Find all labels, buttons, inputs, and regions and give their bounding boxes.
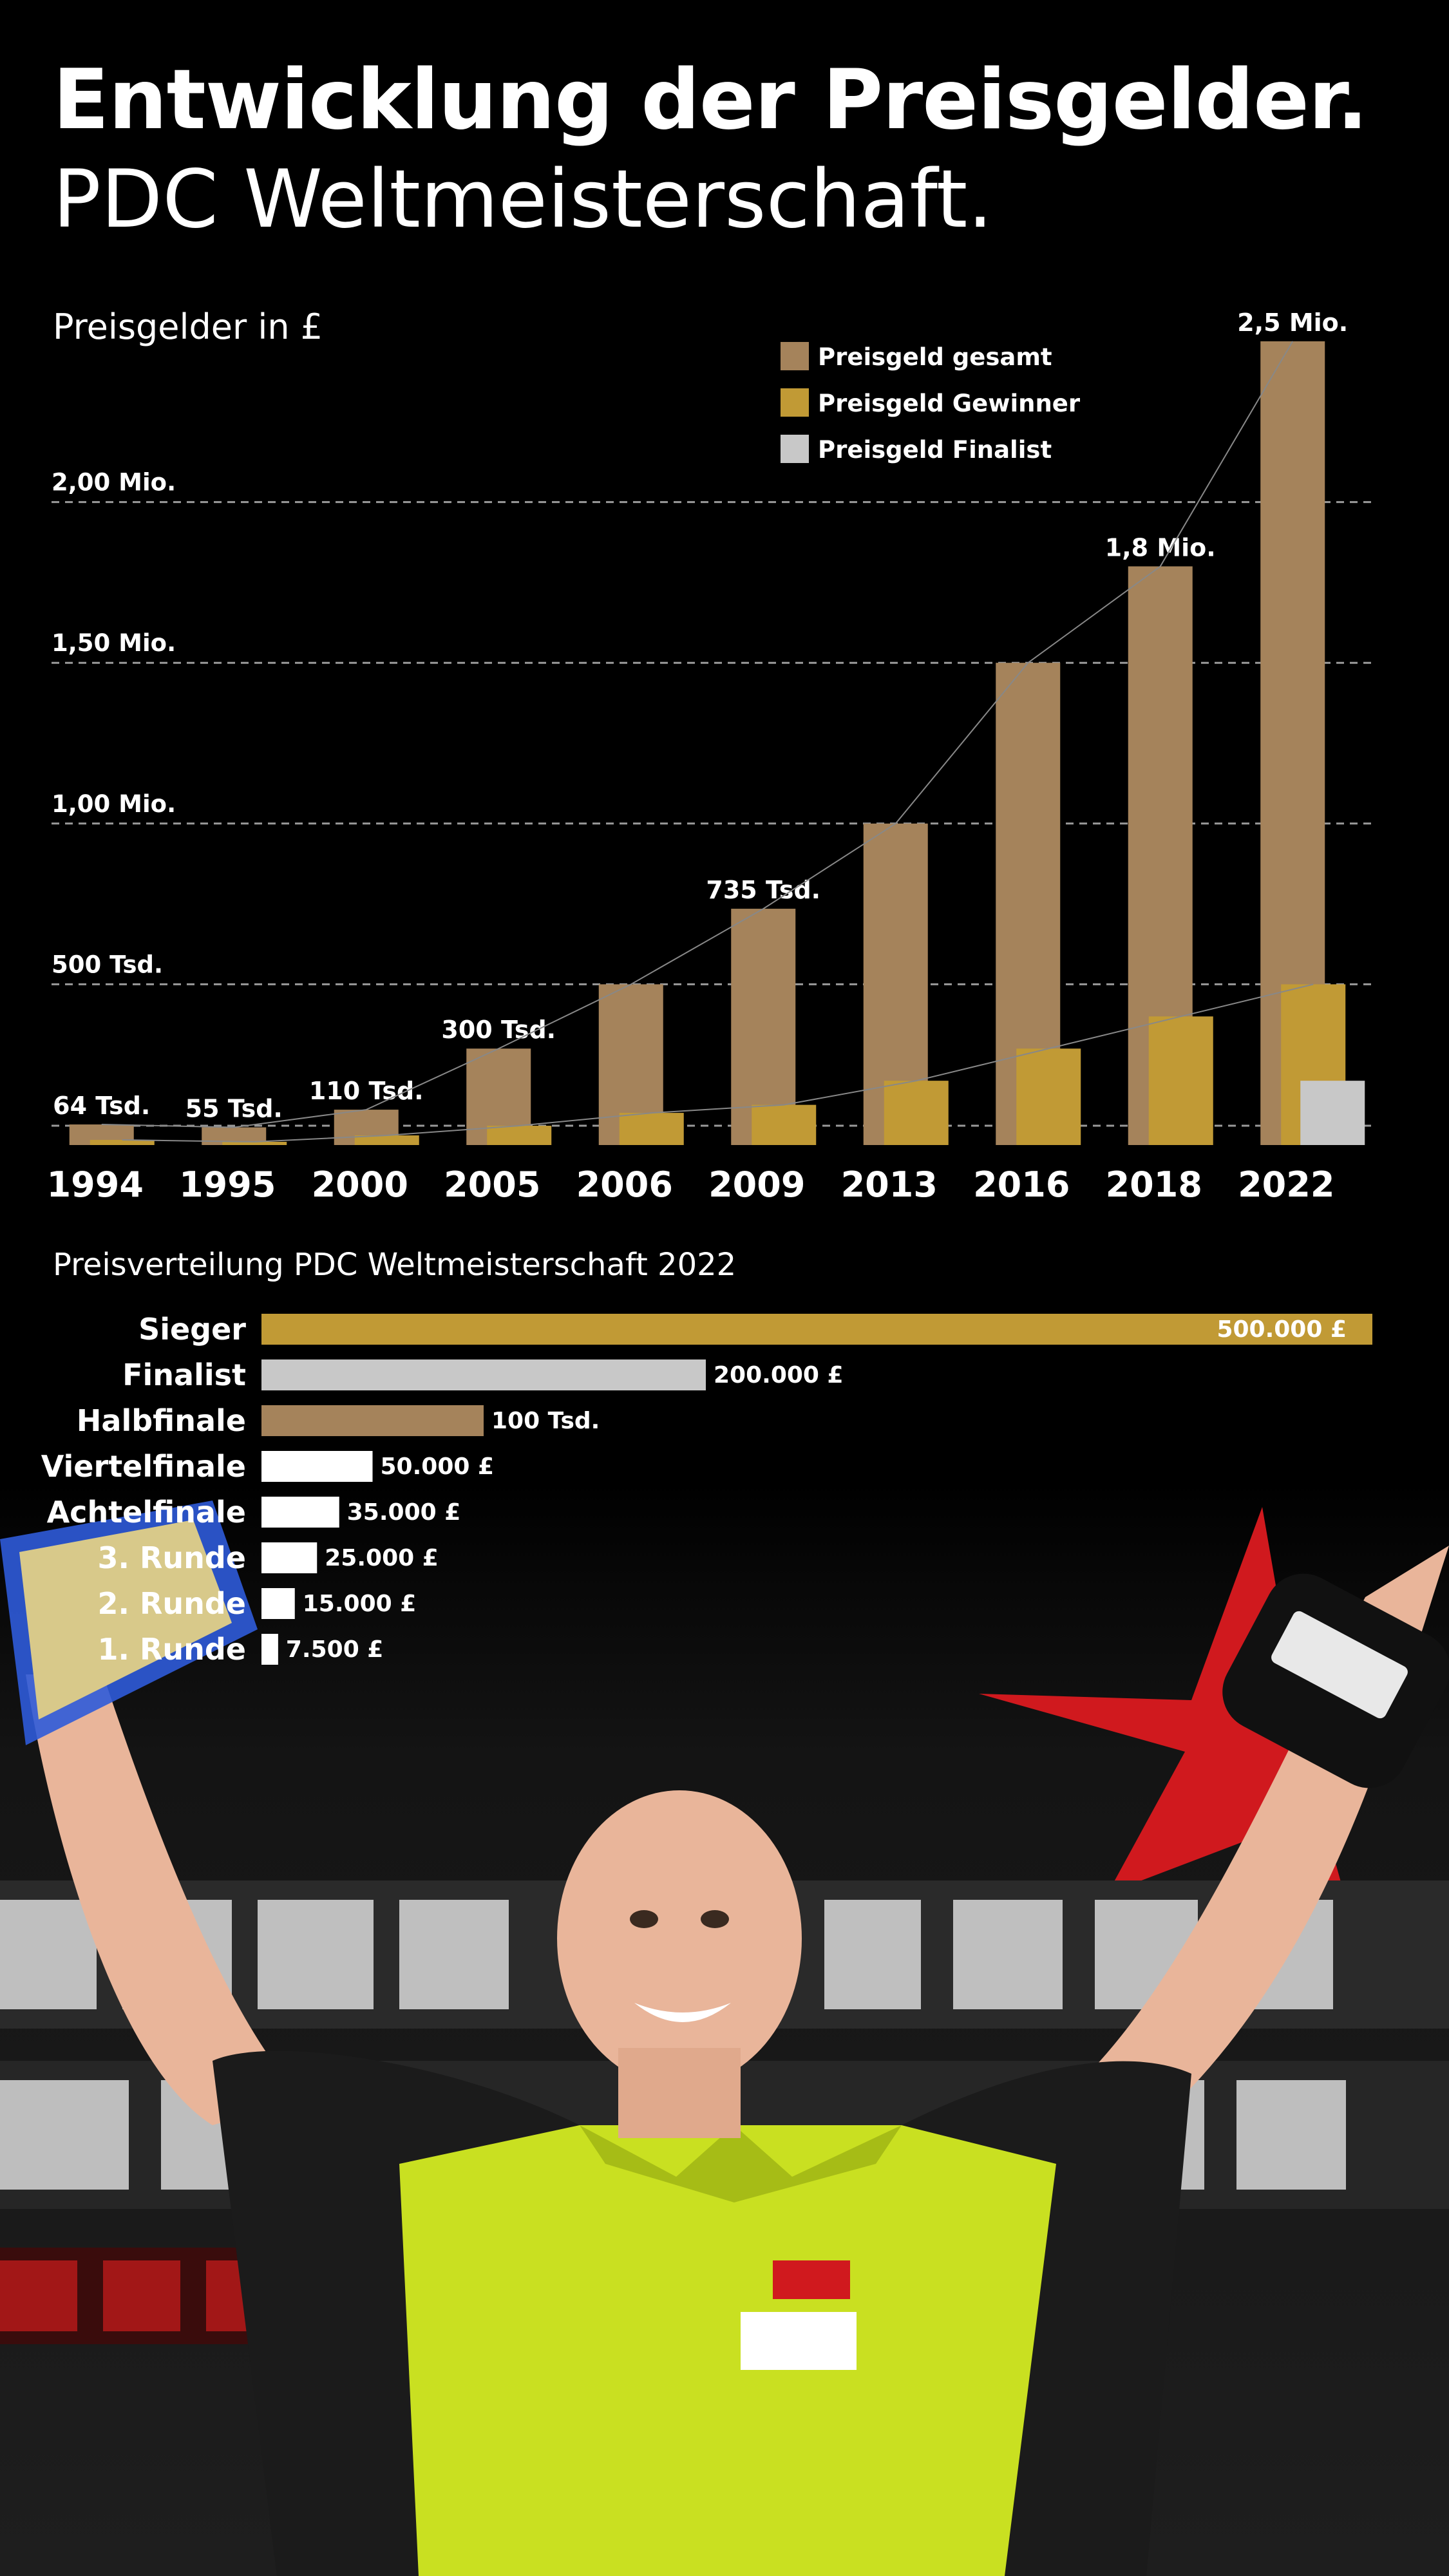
x-tick-label: 1995 — [179, 1164, 276, 1205]
data-label: 2,5 Mio. — [1237, 308, 1348, 337]
y-tick-label: 2,00 Mio. — [52, 469, 176, 497]
distribution-value-label: 100 Tsd. — [491, 1408, 600, 1434]
bag-icon — [1222, 1573, 1449, 1788]
data-label: 735 Tsd. — [706, 876, 820, 904]
x-tick-label: 2022 — [1238, 1164, 1334, 1205]
bar-winner — [354, 1135, 419, 1145]
distribution-value-label: 25.000 £ — [325, 1545, 439, 1571]
player-photo-icon — [0, 1481, 1449, 2576]
bar-winner — [1016, 1048, 1081, 1145]
distribution-category-label: 1. Runde — [97, 1632, 246, 1667]
legend-label-winner: Preisgeld Gewinner — [818, 390, 1081, 417]
x-tick-label: 2009 — [708, 1164, 805, 1205]
bar-winner — [222, 1142, 287, 1145]
distribution-category-label: Viertelfinale — [41, 1449, 246, 1484]
legend-swatch-winner — [781, 388, 809, 417]
page-subtitle: PDC Weltmeisterschaft. — [53, 153, 993, 246]
prize-distribution-chart: Sieger 500.000 £ Finalist 200.000 £ Halbfina… — [41, 1312, 1372, 1667]
data-label: 55 Tsd. — [185, 1095, 283, 1123]
bar-winner — [487, 1126, 552, 1145]
distribution-title: Preisverteilung PDC Weltmeisterschaft 20… — [53, 1247, 737, 1283]
distribution-bar — [261, 1314, 1372, 1345]
distribution-bar — [261, 1634, 278, 1665]
bar-winner — [884, 1081, 949, 1145]
x-tick-label: 2013 — [841, 1164, 938, 1205]
bar-winner — [1148, 1016, 1213, 1145]
x-tick-label: 2006 — [576, 1164, 673, 1205]
bar-winner — [619, 1113, 684, 1145]
x-tick-label: 2016 — [973, 1164, 1070, 1205]
data-label: 64 Tsd. — [53, 1092, 150, 1120]
trend-line-total — [101, 341, 1294, 1128]
distribution-category-label: Halbfinale — [77, 1403, 246, 1438]
distribution-value-label: 200.000 £ — [714, 1362, 844, 1388]
distribution-category-label: Finalist — [122, 1358, 246, 1392]
y-tick-label: 500 Tsd. — [52, 951, 163, 978]
distribution-category-label: 2. Runde — [97, 1586, 246, 1621]
distribution-value-label: 50.000 £ — [381, 1454, 495, 1480]
data-label: 110 Tsd. — [309, 1077, 424, 1105]
x-tick-label: 2000 — [312, 1164, 408, 1205]
y-tick-label: 1,00 Mio. — [52, 790, 176, 818]
distribution-value-label: 7.500 £ — [286, 1636, 383, 1663]
distribution-value-label: 15.000 £ — [303, 1591, 417, 1617]
page-title: Entwicklung der Preisgelder. — [53, 52, 1368, 148]
bar-finalist — [1300, 1081, 1365, 1145]
legend-label-finalist: Preisgeld Finalist — [818, 436, 1052, 464]
distribution-bar — [261, 1588, 295, 1619]
x-tick-label: 1994 — [47, 1164, 144, 1205]
distribution-category-label: Achtelfinale — [47, 1495, 246, 1530]
distribution-value-label: 35.000 £ — [347, 1499, 461, 1526]
legend-swatch-total — [781, 342, 809, 370]
y-tick-label: 1,50 Mio. — [52, 629, 176, 657]
bar-winner — [90, 1140, 155, 1145]
distribution-bar — [261, 1451, 373, 1482]
trophy-icon — [0, 1501, 258, 1745]
legend-label-total: Preisgeld gesamt — [818, 343, 1052, 371]
bar-winner — [752, 1104, 817, 1145]
x-tick-label: 2005 — [444, 1164, 540, 1205]
distribution-bar — [261, 1497, 339, 1528]
distribution-bar — [261, 1405, 484, 1436]
data-label: 1,8 Mio. — [1105, 533, 1216, 562]
distribution-bar — [261, 1359, 706, 1390]
chart-y-axis-label: Preisgelder in £ — [53, 307, 323, 347]
distribution-category-label: 3. Runde — [97, 1540, 246, 1575]
trend-line-winner — [122, 983, 1314, 1143]
prize-money-chart: 500 Tsd. 1,00 Mio. 1,50 Mio. 2,00 Mio. 64 Ts… — [47, 308, 1375, 1205]
legend-swatch-finalist — [781, 435, 809, 463]
distribution-category-label: Sieger — [138, 1312, 246, 1347]
distribution-value-label: 500.000 £ — [1217, 1316, 1347, 1343]
x-tick-label: 2018 — [1106, 1164, 1202, 1205]
distribution-bar — [261, 1542, 317, 1573]
